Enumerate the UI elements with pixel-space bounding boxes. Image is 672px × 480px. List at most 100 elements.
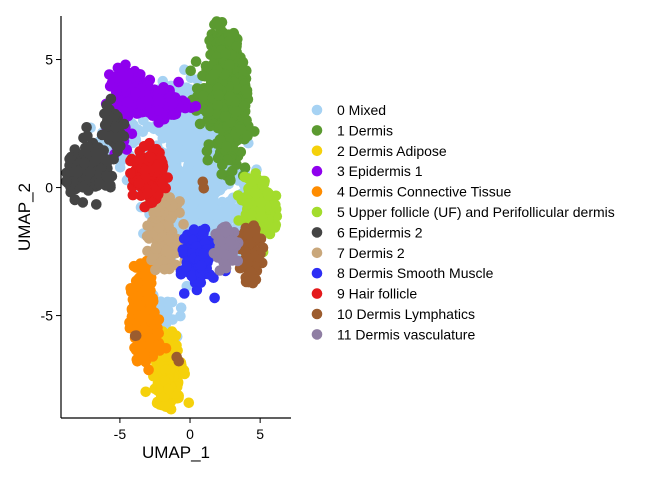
series-8	[175, 223, 231, 304]
data-point	[155, 296, 166, 308]
data-point	[167, 200, 178, 212]
legend-item: 1 Dermis	[311, 122, 393, 138]
data-point	[147, 197, 158, 208]
data-point	[235, 124, 247, 135]
data-point	[250, 274, 262, 285]
data-point	[192, 153, 204, 165]
legend-key	[311, 104, 323, 116]
data-point	[209, 208, 220, 220]
legend-item: 11 Dermis vasculature	[311, 326, 475, 342]
data-point	[194, 161, 205, 173]
legend-key	[311, 186, 323, 197]
data-point	[199, 204, 210, 215]
data-point	[139, 269, 151, 281]
data-point	[138, 141, 150, 152]
data-point	[217, 196, 228, 208]
data-point	[77, 182, 88, 193]
legend-item: 2 Dermis Adipose	[311, 143, 447, 159]
y-tick-label: 0	[45, 180, 53, 196]
data-point	[161, 245, 172, 256]
data-point	[138, 260, 149, 271]
data-point	[198, 248, 209, 259]
data-point	[195, 277, 207, 288]
data-point	[173, 76, 184, 88]
data-point	[255, 210, 267, 222]
data-point	[167, 314, 178, 325]
data-point	[224, 91, 236, 102]
data-point	[152, 93, 164, 104]
data-point	[178, 365, 190, 376]
data-point	[233, 215, 244, 226]
data-point	[171, 139, 182, 151]
data-point	[151, 162, 163, 173]
data-point	[219, 249, 231, 261]
legend-label: 7 Dermis 2	[337, 245, 405, 261]
data-point	[231, 41, 242, 52]
data-point	[240, 246, 251, 257]
data-point	[225, 235, 236, 247]
legend-label: 1 Dermis	[337, 122, 393, 138]
data-point	[201, 145, 213, 157]
legend-item: 10 Dermis Lymphatics	[311, 306, 475, 322]
data-point	[194, 118, 206, 130]
data-point	[177, 244, 189, 255]
data-point	[126, 128, 138, 140]
data-point	[219, 227, 231, 238]
legend-label: 6 Epidermis 2	[337, 224, 423, 240]
legend-key	[311, 247, 323, 259]
data-point	[240, 84, 252, 96]
data-point	[208, 69, 219, 80]
data-point	[144, 333, 156, 344]
data-point	[214, 184, 226, 196]
legend-key	[311, 329, 323, 340]
data-point	[170, 150, 181, 161]
data-point	[238, 100, 249, 112]
data-point	[178, 129, 190, 140]
data-point	[217, 159, 228, 171]
data-point	[143, 364, 154, 376]
data-point	[91, 149, 103, 160]
data-point	[142, 95, 154, 106]
data-point	[147, 342, 159, 354]
data-point	[131, 108, 143, 119]
data-point	[242, 130, 253, 142]
y-tick-label: -5	[41, 308, 54, 324]
data-point	[138, 348, 150, 359]
data-point	[60, 176, 72, 187]
data-point	[224, 59, 235, 70]
series-11	[208, 221, 244, 276]
data-point	[171, 340, 182, 351]
legend-key	[311, 288, 323, 299]
series-6	[60, 93, 130, 210]
data-point	[157, 255, 169, 267]
data-point	[139, 312, 151, 323]
legend-key	[311, 267, 323, 279]
data-point	[142, 294, 153, 305]
x-tick-label: 0	[186, 426, 194, 442]
data-point	[219, 111, 231, 122]
data-point	[188, 144, 200, 155]
data-point	[130, 87, 141, 99]
data-point	[249, 226, 261, 237]
legend-key	[311, 165, 323, 177]
data-point	[188, 224, 200, 235]
data-point	[150, 243, 162, 255]
data-point	[131, 354, 143, 365]
data-point	[118, 79, 130, 91]
data-point	[170, 127, 181, 138]
legend-key	[311, 308, 323, 320]
data-point	[209, 292, 220, 304]
data-point	[255, 197, 267, 208]
data-point	[132, 277, 143, 289]
data-point	[211, 108, 223, 119]
data-point	[142, 220, 153, 232]
data-point	[133, 178, 145, 189]
data-point	[186, 270, 197, 282]
data-point	[177, 187, 188, 199]
legend-label: 8 Dermis Smooth Muscle	[337, 265, 494, 281]
data-point	[224, 35, 235, 47]
data-point	[144, 107, 155, 118]
legend-label: 4 Dermis Connective Tissue	[337, 184, 512, 200]
data-point	[215, 235, 226, 247]
data-point	[81, 122, 92, 133]
